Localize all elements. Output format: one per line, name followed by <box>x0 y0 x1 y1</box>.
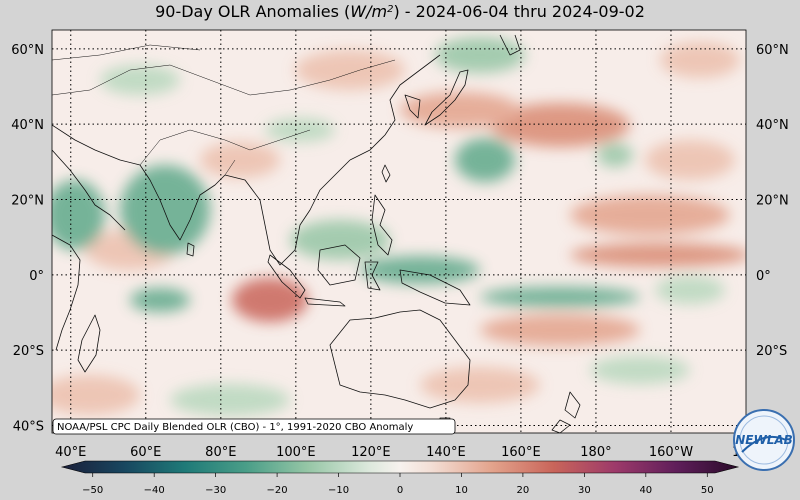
coastline-indochina <box>224 159 351 266</box>
positive-anomaly-region <box>400 92 520 128</box>
coastline-new-guinea <box>399 269 471 306</box>
negative-anomaly-region <box>120 165 210 255</box>
negative-anomaly-region <box>290 220 390 260</box>
coastline-philippines <box>371 194 393 256</box>
positive-anomaly-region <box>420 367 540 403</box>
coastline-australia <box>329 309 471 409</box>
lat-axis-right: 60°N40°N20°N0°20°S40°S <box>756 43 789 435</box>
lat-tick-label-left: 20°S <box>13 344 44 359</box>
map-panel <box>52 30 746 433</box>
coastlines <box>52 34 581 433</box>
lat-tick-label-left: 40°S <box>13 419 44 434</box>
positive-anomaly-region <box>295 50 405 90</box>
lon-tick-label: 60°E <box>130 445 161 460</box>
positive-anomaly-region <box>645 140 735 180</box>
colorbar-tick-label: −50 <box>82 485 103 496</box>
colorbar-tick-label: 40 <box>639 485 652 496</box>
coastline-madagascar <box>77 314 101 373</box>
coastline-arabia <box>52 149 126 231</box>
lat-tick-label-right: 60°N <box>756 43 789 58</box>
credit-text: NOAA/PSL CPC Daily Blended OLR (CBO) - 1… <box>57 422 413 433</box>
colorbar-tick-label: −30 <box>205 485 226 496</box>
colorbar-tick-label: −40 <box>144 485 165 496</box>
colorbar-tick-label: 10 <box>455 485 468 496</box>
lon-tick-label: 140°E <box>426 445 466 460</box>
coastline-persia <box>52 124 141 166</box>
lon-tick-label: 120°E <box>351 445 391 460</box>
lon-tick-label: 180° <box>580 445 611 460</box>
lat-tick-label-left: 60°N <box>11 43 44 58</box>
negative-anomaly-region <box>100 65 180 95</box>
negative-anomaly-region <box>590 356 690 384</box>
lat-axis-left: 60°N 40°N 20°N 0° 20°S 40°S <box>11 43 44 435</box>
coastline-new-zealand-south <box>551 419 571 433</box>
credit-box: NOAA/PSL CPC Daily Blended OLR (CBO) - 1… <box>52 418 456 435</box>
colorbar-ticks: −50 −40 −30 −20 −10 0 10 20 30 40 50 <box>82 473 714 496</box>
lat-tick-label-left: 0° <box>29 269 44 284</box>
negative-anomaly-region <box>435 37 525 73</box>
colorbar-tick-label: 50 <box>701 485 714 496</box>
positive-anomaly-region <box>490 103 630 147</box>
colorbar-tick-label: −10 <box>328 485 349 496</box>
lon-tick-label: 160°W <box>649 445 693 460</box>
coastline-india <box>139 164 226 241</box>
credit-box-frame <box>52 418 456 435</box>
coastline-borneo <box>317 244 361 286</box>
positive-anomaly-region <box>52 375 140 415</box>
colorbar: −50 −40 −30 −20 −10 0 10 20 30 40 50 <box>60 460 740 496</box>
positive-anomaly-region <box>570 195 730 235</box>
lon-axis: 40°E 60°E 80°E 100°E 120°E 140°E 160°E 180° 160°… <box>55 445 748 460</box>
logo-inner-ring <box>739 415 789 465</box>
colorbar-tick-label: 0 <box>397 485 403 496</box>
lon-tick-label: 80°E <box>205 445 236 460</box>
anomaly-field <box>52 37 746 416</box>
coastline-sumatra <box>267 254 306 299</box>
positive-anomaly-region <box>480 314 640 346</box>
negative-anomaly-region <box>655 276 725 304</box>
coastline-japan <box>424 69 469 126</box>
negative-anomaly-region <box>265 118 335 142</box>
lat-tick-label-left: 40°N <box>11 118 44 133</box>
negative-anomaly-region <box>455 138 515 182</box>
negative-anomaly-region <box>480 287 640 307</box>
lat-tick-label-right: 0° <box>756 269 771 284</box>
logo-text: NEWLAB <box>735 433 793 447</box>
lat-tick-label-right: 40°N <box>756 118 789 133</box>
lat-tick-label-right: 20°S <box>756 344 787 359</box>
lon-tick-label: 40°E <box>55 445 86 460</box>
logo-circle <box>733 409 795 471</box>
positive-anomaly-region <box>232 278 308 322</box>
negative-anomaly-region <box>170 384 290 416</box>
positive-anomaly-region <box>570 243 746 267</box>
coastline-sulawesi <box>364 261 381 291</box>
lon-tick-label: 100°E <box>276 445 316 460</box>
lat-tick-label-left: 20°N <box>11 193 44 208</box>
negative-anomaly-region <box>597 143 633 167</box>
coastline-java <box>304 297 346 307</box>
colorbar-tick-label: 30 <box>578 485 591 496</box>
coastline-africa-east <box>52 234 81 351</box>
coastline-new-zealand <box>564 391 581 419</box>
colorbar-tick-label: −20 <box>267 485 288 496</box>
coastline-china <box>349 54 441 161</box>
lat-tick-label-right: 20°N <box>756 193 789 208</box>
coastline-korea <box>404 94 421 119</box>
lon-tick-label: 160°E <box>501 445 541 460</box>
coastline-kamchatka <box>499 34 521 56</box>
coastline-taiwan <box>381 164 391 183</box>
colorbar-bar <box>60 460 740 474</box>
coastline-srilanka <box>186 242 195 257</box>
figure-title: 90-Day OLR Anomalies (W/m2) - 2024-06-04… <box>155 2 645 21</box>
newlab-logo: NEWLAB <box>733 409 795 471</box>
negative-anomaly-region <box>130 288 190 312</box>
logo-swoosh <box>741 436 787 453</box>
positive-anomaly-region <box>200 142 280 178</box>
colorbar-tick-label: 20 <box>517 485 530 496</box>
positive-anomaly-region <box>660 42 740 78</box>
country-borders <box>52 44 396 176</box>
negative-anomaly-region <box>52 180 105 250</box>
negative-anomaly-region <box>360 256 480 284</box>
